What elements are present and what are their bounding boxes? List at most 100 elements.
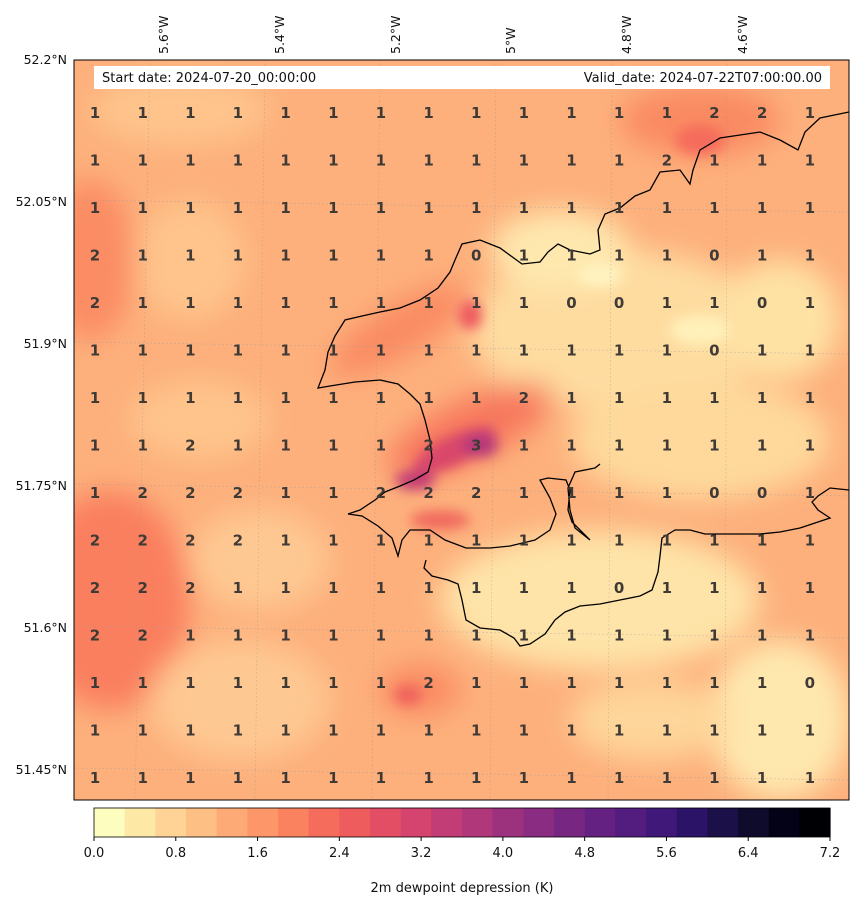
grid-value: 1 bbox=[233, 627, 243, 645]
grid-value: 1 bbox=[662, 627, 672, 645]
grid-value: 1 bbox=[233, 152, 243, 170]
info-box: Start date: 2024-07-20_00:00:00 Valid_da… bbox=[94, 66, 830, 89]
grid-value: 1 bbox=[471, 722, 481, 740]
grid-value: 1 bbox=[519, 199, 529, 217]
grid-value: 1 bbox=[328, 152, 338, 170]
grid-value: 1 bbox=[423, 769, 433, 787]
colorbar-swatch bbox=[431, 808, 463, 837]
grid-value: 1 bbox=[566, 674, 576, 692]
grid-value: 1 bbox=[90, 674, 100, 692]
grid-value: 1 bbox=[519, 769, 529, 787]
grid-value: 1 bbox=[423, 722, 433, 740]
grid-value: 1 bbox=[328, 627, 338, 645]
grid-value: 1 bbox=[566, 389, 576, 407]
grid-value: 1 bbox=[662, 342, 672, 360]
colorbar-tick-label: 4.8 bbox=[574, 846, 595, 861]
grid-value: 0 bbox=[709, 484, 719, 502]
grid-value: 1 bbox=[90, 104, 100, 122]
grid-value: 1 bbox=[280, 104, 290, 122]
grid-value: 1 bbox=[614, 769, 624, 787]
grid-value: 1 bbox=[233, 104, 243, 122]
grid-value: 1 bbox=[805, 437, 815, 455]
grid-value: 1 bbox=[805, 722, 815, 740]
grid-value: 1 bbox=[709, 627, 719, 645]
grid-value: 1 bbox=[233, 722, 243, 740]
grid-value: 1 bbox=[137, 104, 147, 122]
grid-value: 1 bbox=[185, 104, 195, 122]
grid-value: 1 bbox=[328, 532, 338, 550]
lat-label: 51.6°N bbox=[24, 620, 67, 635]
colorbar-title: 2m dewpoint depression (K) bbox=[371, 881, 554, 896]
grid-value: 1 bbox=[519, 247, 529, 265]
grid-value: 1 bbox=[328, 104, 338, 122]
grid-value: 1 bbox=[757, 342, 767, 360]
grid-value: 1 bbox=[471, 199, 481, 217]
grid-value: 1 bbox=[805, 769, 815, 787]
grid-value: 2 bbox=[233, 484, 243, 502]
grid-value: 1 bbox=[423, 389, 433, 407]
grid-value: 2 bbox=[185, 579, 195, 597]
grid-value: 1 bbox=[280, 722, 290, 740]
grid-value: 0 bbox=[614, 294, 624, 312]
grid-value: 1 bbox=[137, 342, 147, 360]
grid-value: 2 bbox=[137, 627, 147, 645]
grid-value: 1 bbox=[805, 342, 815, 360]
grid-value: 2 bbox=[423, 484, 433, 502]
grid-value: 1 bbox=[709, 294, 719, 312]
grid-value: 1 bbox=[137, 389, 147, 407]
grid-value: 2 bbox=[90, 627, 100, 645]
grid-value: 1 bbox=[233, 579, 243, 597]
grid-value: 1 bbox=[709, 389, 719, 407]
grid-value: 1 bbox=[757, 579, 767, 597]
graticule bbox=[74, 60, 849, 800]
grid-value: 1 bbox=[328, 674, 338, 692]
grid-value: 1 bbox=[423, 579, 433, 597]
grid-value: 1 bbox=[757, 437, 767, 455]
colorbar-swatch bbox=[186, 808, 218, 837]
colorbar-swatch bbox=[278, 808, 310, 837]
grid-value: 1 bbox=[709, 152, 719, 170]
grid-value: 1 bbox=[90, 722, 100, 740]
grid-value: 1 bbox=[662, 484, 672, 502]
grid-value: 1 bbox=[376, 579, 386, 597]
grid-value: 1 bbox=[280, 484, 290, 502]
grid-value: 1 bbox=[137, 152, 147, 170]
grid-value: 1 bbox=[280, 342, 290, 360]
grid-value: 1 bbox=[519, 342, 529, 360]
grid-value: 1 bbox=[376, 199, 386, 217]
colorbar-swatch bbox=[738, 808, 770, 837]
colorbar-swatch bbox=[676, 808, 708, 837]
colorbar-swatch bbox=[768, 808, 800, 837]
grid-value: 1 bbox=[328, 769, 338, 787]
grid-value: 2 bbox=[471, 484, 481, 502]
grid-value: 1 bbox=[757, 627, 767, 645]
lon-label: 5°W bbox=[503, 27, 518, 54]
grid-value: 1 bbox=[805, 579, 815, 597]
grid-value: 1 bbox=[566, 104, 576, 122]
grid-value: 1 bbox=[185, 152, 195, 170]
grid-value: 1 bbox=[280, 437, 290, 455]
grid-value: 1 bbox=[328, 722, 338, 740]
grid-value: 2 bbox=[90, 532, 100, 550]
colorbar-tick-label: 0.0 bbox=[84, 846, 105, 861]
grid-value: 1 bbox=[137, 769, 147, 787]
grid-value: 1 bbox=[662, 437, 672, 455]
dewpoint-field: 1 1 1 1 1 1 1 1 1 1 1 1 1 2 2 1 1 1 1 1 1 1 1 1 1 1 1 1 2 1 1 1 1 1 1 1 1 1 1 1… bbox=[74, 60, 849, 800]
grid-value: 1 bbox=[614, 199, 624, 217]
grid-value: 0 bbox=[709, 342, 719, 360]
grid-value: 1 bbox=[662, 674, 672, 692]
grid-value: 2 bbox=[90, 294, 100, 312]
grid-value: 1 bbox=[280, 627, 290, 645]
colorbar-swatch bbox=[615, 808, 647, 837]
grid-value: 2 bbox=[757, 104, 767, 122]
grid-value: 1 bbox=[233, 769, 243, 787]
grid-value: 1 bbox=[233, 342, 243, 360]
grid-value: 1 bbox=[90, 389, 100, 407]
grid-value: 1 bbox=[614, 437, 624, 455]
colorbar-swatch bbox=[94, 808, 126, 837]
grid-value: 1 bbox=[709, 674, 719, 692]
grid-value: 1 bbox=[376, 437, 386, 455]
grid-value: 1 bbox=[662, 294, 672, 312]
lon-label: 5.6°W bbox=[156, 16, 171, 55]
grid-value: 1 bbox=[566, 579, 576, 597]
